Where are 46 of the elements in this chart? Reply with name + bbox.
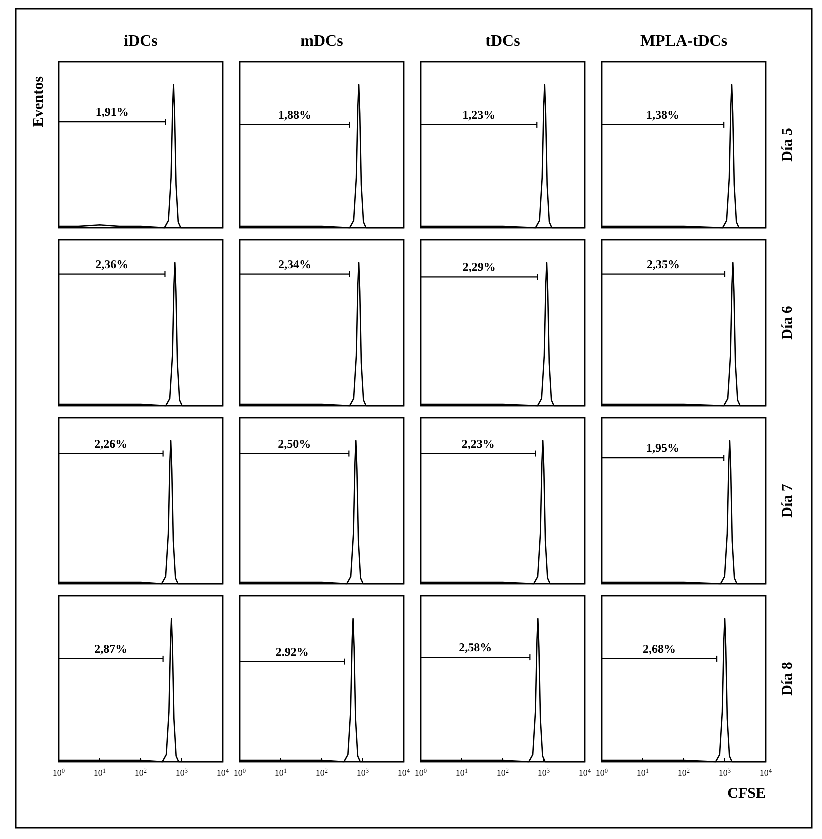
chart-title: MPLA-tDCs [640,33,728,50]
x-tick-label: 10$^{1}$ [274,768,288,778]
x-tick-label: 10$^{3}$ [538,768,550,778]
chart-title: tDCs [486,33,520,50]
y2-axis-title: Día 7 [780,484,796,518]
annotation: 2,23% [462,436,495,451]
x-axis-title: CFSE [728,786,766,802]
x-tick-label: 10$^{1}$ [94,768,106,778]
x-tick-label: 10$^{1}$ [456,768,468,778]
annotation: 2,68% [643,642,676,656]
x-tick-label: 10$^{4}$ [578,768,592,778]
chart-title: mDCs [300,33,344,50]
annotation: 2,26% [94,436,128,451]
x-tick-label: 10$^{0}$ [52,768,66,778]
x-tick-label: 10$^{4}$ [216,768,230,778]
y2-axis-title: Día 8 [780,662,796,696]
annotation: 1,23% [462,108,496,122]
x-tick-label: 10$^{3}$ [356,768,370,778]
chart-title: iDCs [124,33,158,50]
x-tick-label: 10$^{0}$ [414,768,428,778]
annotation: 2,29% [462,260,496,274]
x-tick-label: 10$^{3}$ [718,768,732,778]
annotation: 2,50% [278,436,312,451]
y2-axis-title: Día 5 [780,128,796,162]
x-tick-label: 10$^{4}$ [760,768,773,778]
x-tick-label: 10$^{1}$ [636,768,650,778]
annotation: 1,95% [646,441,680,456]
x-tick-label: 10$^{2}$ [496,768,510,778]
x-tick-label: 10$^{2}$ [678,768,690,778]
annotation: 2.92% [276,644,309,659]
x-tick-label: 10$^{0}$ [234,768,246,778]
y2-axis-title: Día 6 [780,306,796,340]
annotation: 2,58% [459,640,492,655]
annotation: 2,36% [96,257,129,272]
x-tick-label: 10$^{2}$ [134,768,148,778]
y-axis-title: Eventos [31,76,47,128]
annotation: 1,91% [96,105,129,120]
x-tick-label: 10$^{2}$ [316,768,328,778]
x-tick-label: 10$^{0}$ [596,768,608,778]
annotation: 1,88% [278,108,312,122]
x-tick-label: 10$^{3}$ [176,768,188,778]
annotation: 2,87% [94,642,128,656]
annotation: 2,35% [647,257,680,272]
x-tick-label: 10$^{4}$ [398,768,411,778]
annotation: 2,34% [278,257,312,272]
annotation: 1,38% [646,108,680,122]
